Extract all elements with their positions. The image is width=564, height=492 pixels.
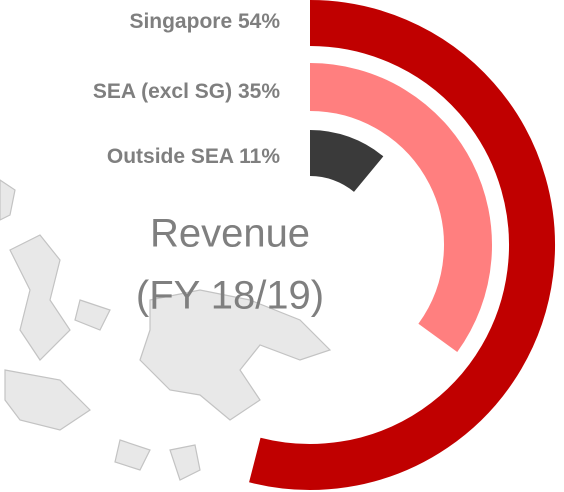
background-map [0,179,332,481]
ring-bar [309,63,492,352]
category-name: Outside SEA [107,145,234,168]
value-label: 35% [238,80,280,103]
center-title: Revenue [150,212,310,256]
category-name: SEA (excl SG) [93,80,232,103]
ring-label: Outside SEA 11% [107,145,280,168]
ring-bar [309,130,384,193]
ring-bar [249,0,555,490]
center-subtitle: (FY 18/19) [136,274,324,318]
ring-label: SEA (excl SG) 35% [93,80,280,103]
value-label: 54% [238,10,280,33]
ring-label: Singapore 54% [129,10,280,33]
value-label: 11% [239,145,280,168]
category-name: Singapore [129,10,232,33]
